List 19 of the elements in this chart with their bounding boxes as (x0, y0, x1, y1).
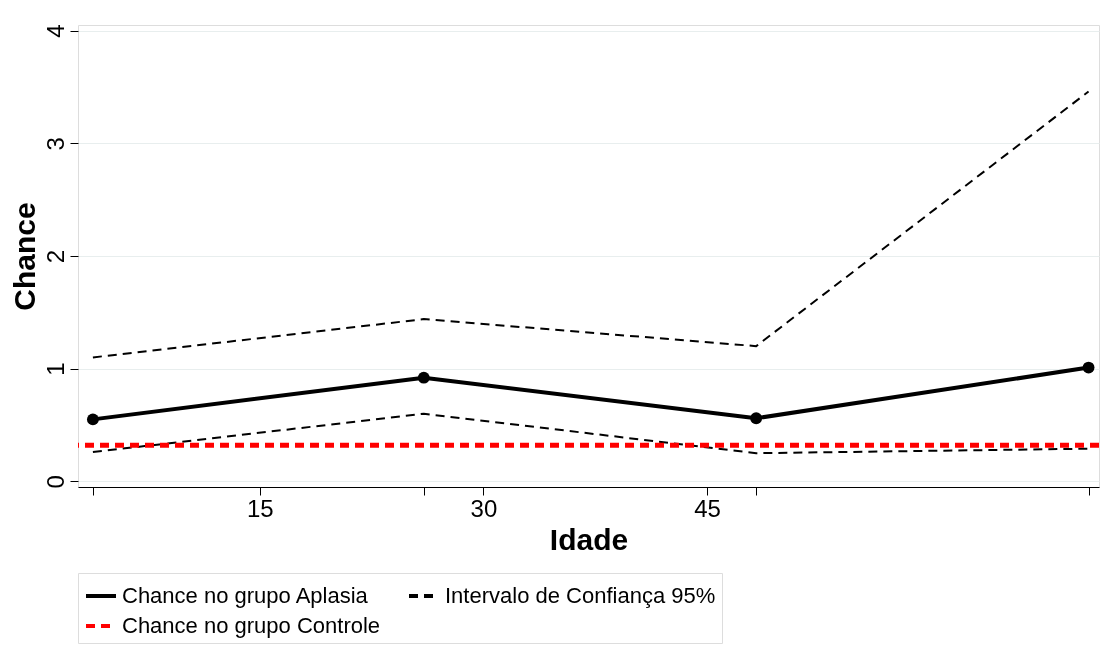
legend-label: Chance no grupo Aplasia (122, 583, 369, 608)
legend-label: Chance no grupo Controle (122, 613, 381, 638)
point (750, 412, 763, 425)
legend-label: Intervalo de Confiança 95% (445, 583, 716, 608)
line-series (91, 412, 1090, 455)
y-tick-label: 4 (41, 24, 69, 38)
y-axis-title: Chance (7, 202, 41, 311)
y-tick-label: 3 (41, 137, 69, 151)
y-tick-label: 2 (41, 249, 69, 264)
x-tick-label: 30 (470, 494, 498, 522)
y-tick-label: 0 (41, 475, 69, 489)
x-axis-title: Idade (549, 522, 629, 556)
x-tick-label: 15 (246, 494, 274, 522)
y-tick-label: 1 (41, 362, 69, 376)
line-series (91, 90, 1090, 359)
point (86, 413, 99, 426)
point (1082, 361, 1095, 374)
point (417, 371, 430, 384)
x-tick-label: 45 (694, 494, 721, 522)
